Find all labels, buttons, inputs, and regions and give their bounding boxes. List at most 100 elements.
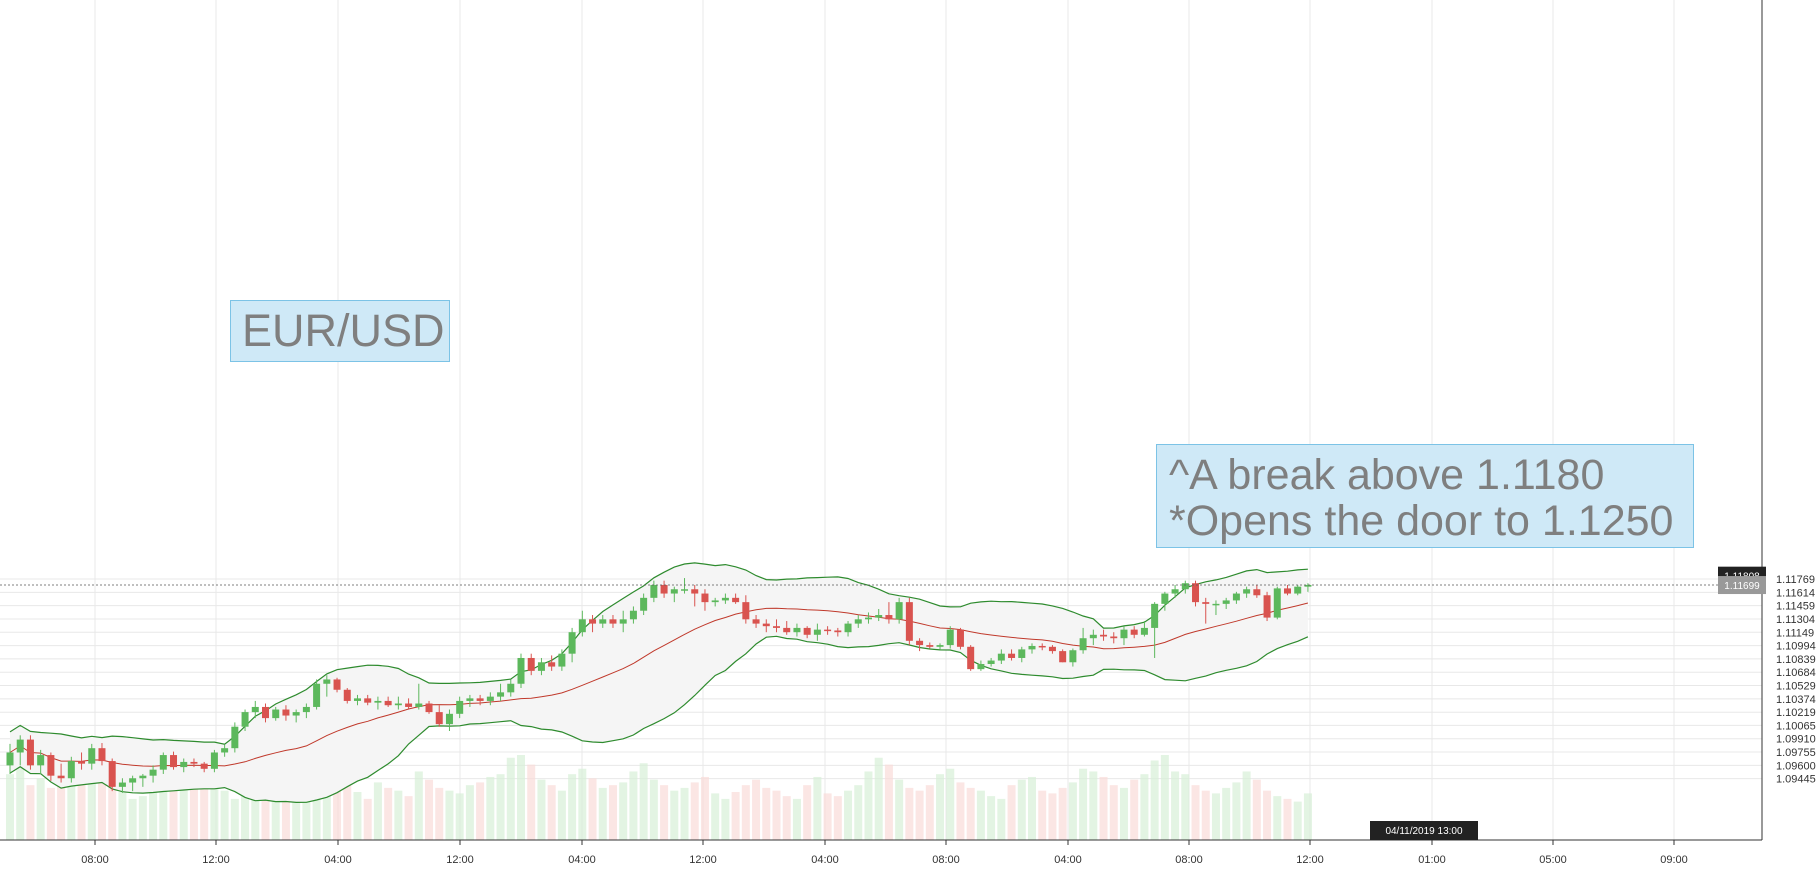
volume-bar — [1283, 798, 1292, 840]
volume-bar — [200, 779, 209, 840]
volume-bar — [844, 790, 853, 840]
candle-body — [783, 627, 791, 633]
candle-body — [793, 627, 801, 633]
candles — [6, 578, 1312, 793]
volume-bar — [731, 792, 740, 840]
candle-body — [1273, 588, 1281, 618]
volume-bar — [271, 785, 280, 840]
volume-bar — [874, 757, 883, 840]
volume-bar — [1048, 793, 1057, 840]
volume-bar — [772, 790, 781, 840]
candle-body — [1232, 593, 1240, 601]
volume-bar — [230, 798, 239, 840]
candle-body — [139, 775, 147, 779]
volume-bar — [1171, 771, 1180, 840]
candle-body — [1018, 649, 1026, 658]
candle-body — [78, 761, 86, 764]
candle-body — [149, 769, 157, 776]
volume-bar — [833, 796, 842, 840]
volume-bar — [6, 774, 14, 840]
candle-body — [118, 782, 126, 787]
volume-bar — [281, 787, 290, 840]
volume-bar — [1181, 774, 1190, 840]
candle-body — [1059, 651, 1067, 663]
x-tick-label: 12:00 — [446, 854, 474, 866]
symbol-label-box: EUR/USD — [230, 300, 450, 362]
candle-body — [456, 700, 464, 714]
volume-bar — [414, 771, 423, 840]
candle-body — [670, 589, 678, 594]
volume-bar — [1099, 776, 1108, 840]
volume-bar — [57, 782, 66, 840]
x-tick-label: 01:00 — [1418, 854, 1446, 866]
candle-body — [210, 752, 218, 769]
volume-bar — [149, 792, 158, 840]
volume-bar — [169, 764, 178, 840]
volume-bar — [292, 778, 301, 840]
volume-bar — [1058, 787, 1067, 840]
volume-bar — [537, 779, 546, 840]
candle-body — [742, 602, 750, 620]
candle-body — [384, 700, 392, 706]
volume-bar — [660, 785, 669, 840]
volume-bar — [251, 771, 260, 840]
volume-bar — [353, 792, 362, 840]
candle-body — [1151, 603, 1159, 628]
candle-body — [875, 615, 883, 618]
volume-bar — [1232, 782, 1241, 840]
y-tick-label: 1.11304 — [1776, 614, 1815, 626]
y-tick-label: 1.11769 — [1776, 574, 1815, 586]
volume-bar — [1273, 796, 1282, 840]
volume-bar — [373, 782, 382, 840]
candle-body — [1222, 600, 1230, 604]
middle-band-line — [9, 602, 1309, 767]
x-tick-label: 12:00 — [202, 854, 230, 866]
candle-body — [997, 653, 1005, 661]
volume-bar — [1303, 793, 1312, 840]
candle-body — [1140, 627, 1148, 635]
candle-body — [936, 645, 944, 647]
volume-bar — [619, 782, 628, 840]
volume-bar — [557, 790, 566, 840]
volume-bar — [884, 764, 893, 840]
y-tick-label: 1.09600 — [1776, 760, 1816, 772]
candle-body — [415, 703, 423, 707]
x-tick-label: 08:00 — [1175, 854, 1203, 866]
candle-body — [445, 713, 453, 725]
volume-bar — [1119, 787, 1128, 840]
candle-body — [1192, 583, 1200, 603]
volume-bar — [762, 787, 771, 840]
candle-body — [251, 706, 259, 713]
y-tick-label: 1.11614 — [1776, 587, 1815, 599]
volume-bar — [1242, 771, 1251, 840]
volume-bar — [108, 760, 117, 840]
candle-body — [803, 627, 811, 635]
volume-bar — [629, 771, 638, 840]
candle-body — [1079, 638, 1087, 651]
candle-body — [1028, 645, 1036, 650]
candle-body — [1263, 595, 1271, 618]
candle-body — [640, 597, 648, 611]
candle-body — [916, 640, 924, 646]
candle-body — [578, 619, 586, 633]
volume-bar — [987, 796, 996, 840]
volume-bar — [67, 776, 76, 840]
candle-body — [364, 698, 372, 703]
candle-body — [854, 619, 862, 624]
volume-bar — [1109, 785, 1118, 840]
candle-body — [292, 712, 300, 716]
volume-bar — [1130, 779, 1139, 840]
volume-bar — [670, 790, 679, 840]
candle-body — [57, 775, 65, 779]
y-tick-label: 1.11459 — [1776, 601, 1815, 613]
volume-bar — [1068, 782, 1077, 840]
candle-body — [895, 602, 903, 620]
volume-bar — [465, 785, 474, 840]
volume-bar — [496, 774, 505, 840]
volume-bar — [220, 790, 229, 840]
volume-bar — [680, 787, 689, 840]
candle-body — [98, 748, 106, 762]
candle-body — [374, 700, 382, 703]
candle-body — [987, 660, 995, 664]
